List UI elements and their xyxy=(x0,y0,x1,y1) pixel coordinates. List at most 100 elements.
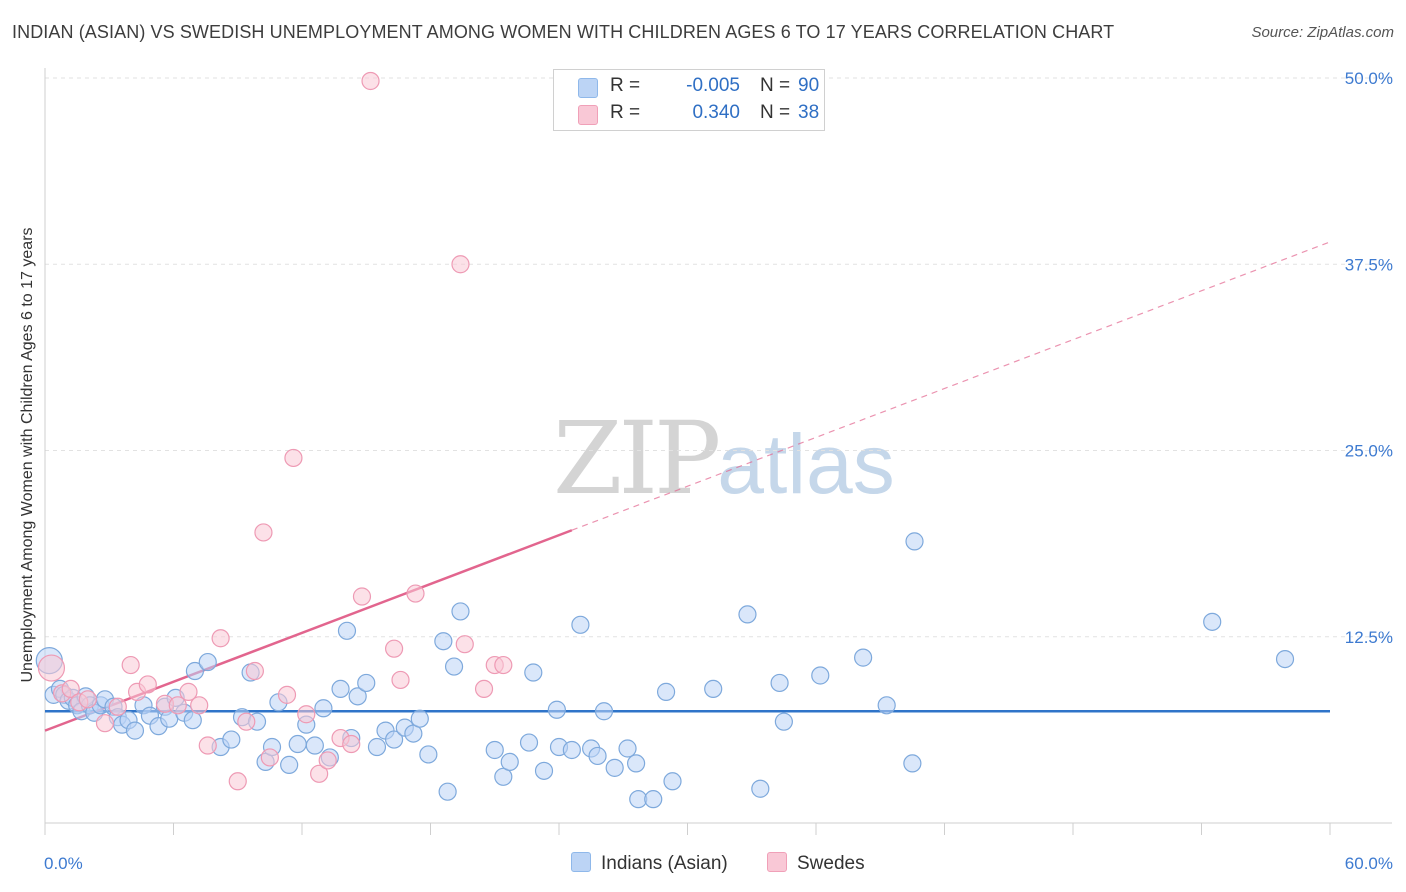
swedes-point xyxy=(37,654,66,682)
indians-point xyxy=(451,602,470,621)
indians-point xyxy=(524,663,543,682)
indians-point xyxy=(357,673,376,693)
chart-title: INDIAN (ASIAN) VS SWEDISH UNEMPLOYMENT A… xyxy=(12,22,1115,42)
swedes-point xyxy=(168,696,187,715)
indians-point xyxy=(811,666,830,685)
data-points xyxy=(35,71,1295,809)
swedes-point xyxy=(277,685,297,704)
swedes-point xyxy=(297,705,316,724)
indians-point xyxy=(419,745,438,764)
indians-point xyxy=(663,772,682,791)
bottom-legend-label-indians: Indians (Asian) xyxy=(601,853,728,874)
indians-point xyxy=(314,699,333,718)
legend-n-value: 38 xyxy=(798,102,820,123)
swedes-point xyxy=(318,751,337,770)
swedes-point xyxy=(95,714,115,733)
indians-point xyxy=(594,702,614,721)
bottom-legend-label-swedes: Swedes xyxy=(797,853,865,874)
indians-point xyxy=(903,754,922,773)
y-tick-label: 50.0% xyxy=(1345,69,1393,88)
swedes-point xyxy=(406,584,425,603)
legend-n-label: N = xyxy=(760,75,791,96)
swedes-point xyxy=(190,696,209,715)
indians-point xyxy=(854,648,873,667)
swedes-point xyxy=(211,629,230,648)
indians-point xyxy=(644,790,663,809)
indians-point xyxy=(571,615,590,634)
swedes-point xyxy=(121,655,140,675)
swedes-point xyxy=(310,764,329,783)
swedes-point xyxy=(384,639,404,658)
indians-point xyxy=(305,736,324,755)
indians-point xyxy=(348,687,367,706)
swedes-point xyxy=(179,682,198,701)
source-label: Source: ZipAtlas.com xyxy=(1251,24,1394,41)
swedes-point xyxy=(474,679,494,699)
swedes-point xyxy=(245,661,264,681)
swedes-point xyxy=(352,587,372,606)
legend-n-value: 90 xyxy=(798,75,820,96)
swedes-point xyxy=(260,748,279,767)
swedes-point xyxy=(451,255,470,274)
x-tick-label-min: 0.0% xyxy=(44,854,83,873)
bottom-legend-swatch-indians xyxy=(571,852,591,872)
swedes-point xyxy=(138,675,157,694)
indians-point xyxy=(519,733,539,752)
swedes-point xyxy=(61,679,80,699)
x-tick-label-max: 60.0% xyxy=(1345,854,1393,873)
indians-point xyxy=(500,752,519,772)
bottom-legend-swatch-swedes xyxy=(767,852,787,872)
gridlines xyxy=(45,77,1392,638)
indians-point xyxy=(905,532,924,551)
swedes-point xyxy=(361,71,380,91)
indians-point xyxy=(770,673,789,693)
indians-point xyxy=(877,696,896,715)
indians-point xyxy=(434,632,453,651)
tick-labels: 12.5% 25.0% 37.5% 50.0% 0.0% 60.0% xyxy=(44,69,1393,873)
indians-point xyxy=(1275,649,1295,669)
swedes-point xyxy=(455,635,474,654)
indians-point xyxy=(331,679,350,699)
swedes-point xyxy=(78,690,97,709)
indians-point xyxy=(367,737,387,757)
indians-point xyxy=(222,730,241,749)
indians-point xyxy=(384,730,404,749)
y-tick-label: 12.5% xyxy=(1345,628,1393,647)
indians-point xyxy=(485,740,504,760)
swedes-point xyxy=(391,670,410,690)
legend-r-value: 0.340 xyxy=(692,102,740,123)
watermark: ZIPatlas xyxy=(553,400,895,517)
indians-point xyxy=(588,746,607,766)
indians-point xyxy=(198,652,217,672)
indians-point xyxy=(185,661,205,681)
legend-n-label: N = xyxy=(760,102,791,123)
trend-lines xyxy=(44,241,1331,732)
indians-point xyxy=(280,755,299,774)
swedes-point xyxy=(108,697,127,716)
swedes-point xyxy=(254,523,273,542)
indians-point xyxy=(605,758,624,777)
swedes-point xyxy=(494,655,513,675)
indians-point xyxy=(704,679,723,699)
indians-point xyxy=(547,700,566,719)
watermark-zip: ZIP xyxy=(553,400,721,517)
indians-point xyxy=(562,740,581,760)
indians-point xyxy=(618,739,637,758)
indians-point xyxy=(438,782,457,801)
swedes-point xyxy=(342,734,361,754)
indians-point xyxy=(738,605,757,624)
swedes-point xyxy=(228,772,247,791)
indians-point xyxy=(444,657,464,676)
indians-point xyxy=(534,761,554,780)
swedes-point xyxy=(284,448,303,468)
indians-point xyxy=(125,721,145,740)
legend-swatch-swedes xyxy=(578,105,598,125)
y-tick-label: 37.5% xyxy=(1345,255,1393,274)
legend-swatch-indians xyxy=(578,78,598,98)
legend-r-label: R = xyxy=(610,102,641,123)
indians-point xyxy=(410,709,429,728)
indians-point xyxy=(1203,612,1222,631)
bottom-legend-indians: Indians (Asian) xyxy=(571,852,728,875)
legend-r-value: -0.005 xyxy=(686,75,740,96)
